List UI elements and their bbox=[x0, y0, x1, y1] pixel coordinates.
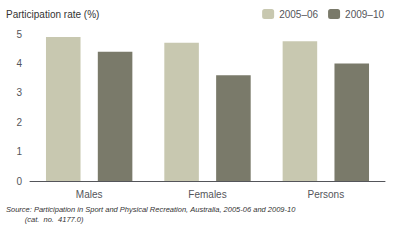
svg-text:5: 5 bbox=[16, 29, 22, 40]
svg-text:Females: Females bbox=[188, 189, 226, 200]
svg-text:2: 2 bbox=[16, 117, 22, 128]
svg-text:Participation rate (%): Participation rate (%) bbox=[6, 9, 99, 20]
svg-text:(cat. no. 4177.0): (cat. no. 4177.0) bbox=[6, 215, 84, 224]
svg-text:4: 4 bbox=[16, 58, 22, 69]
svg-text:2005–06: 2005–06 bbox=[279, 9, 318, 20]
svg-text:Males: Males bbox=[76, 189, 103, 200]
svg-text:2009–10: 2009–10 bbox=[345, 9, 384, 20]
svg-text:3: 3 bbox=[16, 87, 22, 98]
svg-text:Source: Participation in Sport: Source: Participation in Sport and Physi… bbox=[6, 205, 296, 214]
svg-text:1: 1 bbox=[16, 146, 22, 157]
svg-text:0: 0 bbox=[16, 176, 22, 187]
svg-text:Persons: Persons bbox=[307, 189, 344, 200]
